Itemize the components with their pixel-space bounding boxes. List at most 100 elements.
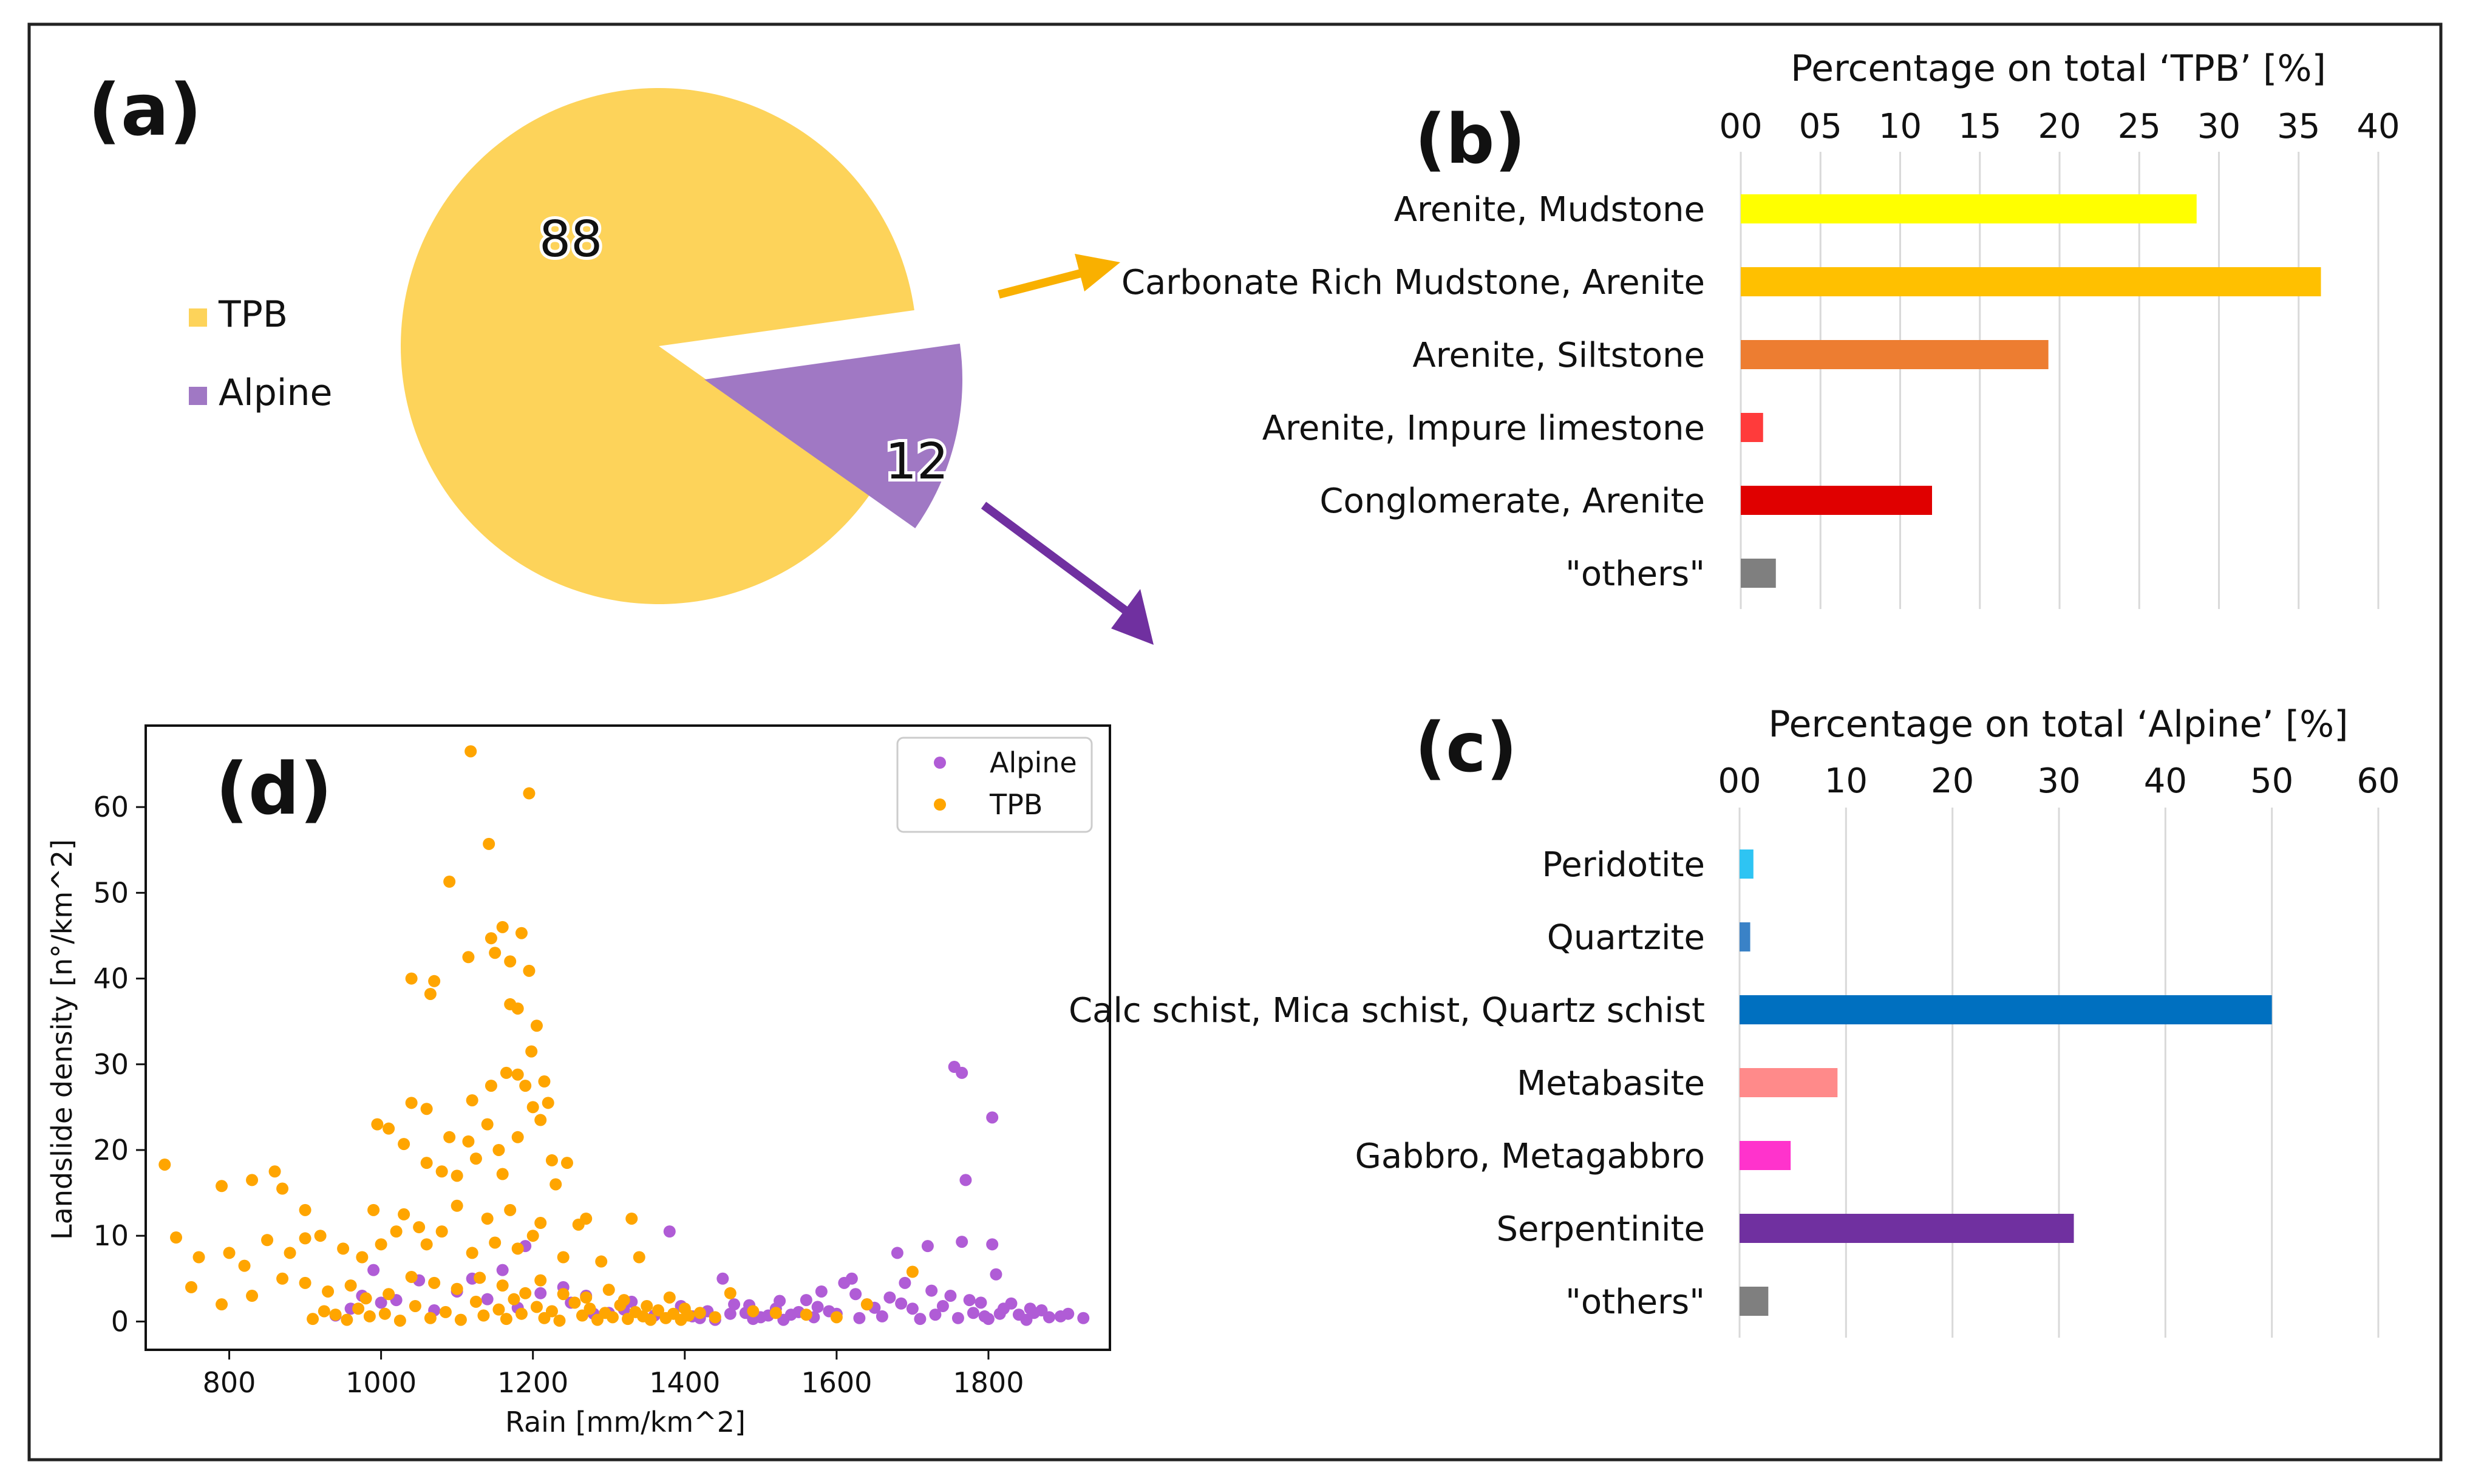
scatter-legend: Alpine TPB xyxy=(896,737,1093,833)
y-tick-label-20: 20 xyxy=(93,1134,129,1166)
point-tpb-48 xyxy=(496,1168,509,1180)
point-alpine-8 xyxy=(891,1247,903,1259)
point-alpine-2 xyxy=(986,1111,999,1124)
point-alpine-88 xyxy=(978,1310,991,1322)
point-tpb-63 xyxy=(223,1247,236,1259)
c-category-quartzite: Quartzite xyxy=(1547,918,1705,958)
b-category-conglomerate-arenite: Conglomerate, Arenite xyxy=(1319,482,1705,521)
point-tpb-122 xyxy=(409,1299,421,1312)
point-alpine-26 xyxy=(975,1296,987,1309)
legend-label-tpb: TPB xyxy=(218,293,288,336)
point-tpb-130 xyxy=(508,1293,520,1305)
point-tpb-93 xyxy=(451,1282,463,1295)
point-tpb-129 xyxy=(500,1313,512,1326)
point-tpb-20 xyxy=(519,1080,532,1092)
point-tpb-18 xyxy=(500,1066,512,1079)
legend-swatch-alpine xyxy=(189,387,207,405)
point-alpine-47 xyxy=(936,1299,949,1312)
b-bar-carbonate-rich-mudstone-arenite xyxy=(1741,267,2321,296)
arrow-to-tpb xyxy=(998,254,1120,299)
point-alpine-4 xyxy=(956,1236,968,1248)
point-tpb-138 xyxy=(583,1302,596,1315)
b-tick-40: 40 xyxy=(2356,107,2400,146)
point-tpb-23 xyxy=(542,1097,554,1109)
point-tpb-31 xyxy=(534,1114,547,1126)
point-tpb-22 xyxy=(485,1080,497,1092)
point-tpb-116 xyxy=(329,1309,342,1321)
b-tick-30: 30 xyxy=(2197,107,2240,146)
point-tpb-91 xyxy=(405,1270,418,1283)
point-alpine-35 xyxy=(724,1307,737,1320)
point-tpb-80 xyxy=(595,1255,608,1268)
point-tpb-35 xyxy=(492,1143,505,1156)
chart-c-bars xyxy=(1740,849,2272,1316)
x-tick-label-800: 800 xyxy=(203,1366,256,1399)
point-tpb-76 xyxy=(489,1236,502,1249)
point-alpine-5 xyxy=(986,1238,999,1251)
point-tpb-71 xyxy=(375,1238,387,1251)
scatter-y-axis-label: Landslide density [n°/km^2] xyxy=(46,839,78,1240)
point-tpb-46 xyxy=(435,1165,448,1178)
point-tpb-11 xyxy=(405,972,418,985)
point-tpb-55 xyxy=(413,1221,426,1234)
chart-b-bars xyxy=(1741,194,2321,588)
y-tick-label-50: 50 xyxy=(93,876,129,909)
y-tick-label-10: 10 xyxy=(93,1219,129,1252)
point-alpine-14 xyxy=(716,1272,729,1285)
point-alpine-62 xyxy=(496,1264,509,1276)
point-alpine-84 xyxy=(811,1301,824,1313)
chart-b-tick-labels: 00 05 10 15 20 25 30 35 40 xyxy=(1719,107,2400,146)
point-alpine-73 xyxy=(481,1293,494,1305)
point-alpine-11 xyxy=(845,1272,858,1285)
point-tpb-127 xyxy=(477,1309,490,1322)
point-tpb-123 xyxy=(424,1312,437,1324)
point-tpb-115 xyxy=(318,1305,330,1318)
point-tpb-135 xyxy=(553,1314,566,1327)
c-category-calc-schist-mica-schist-quartz-schist: Calc schist, Mica schist, Quartz schist xyxy=(1069,991,1705,1030)
b-bar-others xyxy=(1741,559,1776,588)
point-tpb-109 xyxy=(769,1307,782,1319)
point-tpb-16 xyxy=(530,1019,543,1032)
c-category-serpentinite: Serpentinite xyxy=(1497,1210,1706,1249)
point-tpb-27 xyxy=(420,1103,433,1115)
point-tpb-103 xyxy=(663,1291,676,1304)
point-tpb-111 xyxy=(830,1311,843,1324)
point-tpb-73 xyxy=(420,1238,433,1251)
point-tpb-25 xyxy=(466,1094,478,1107)
c-tick-40: 40 xyxy=(2144,761,2187,801)
point-tpb-77 xyxy=(511,1242,524,1255)
scatter-plot-frame xyxy=(145,724,1111,1351)
point-tpb-74 xyxy=(435,1225,448,1238)
point-tpb-147 xyxy=(652,1304,665,1317)
c-category-peridotite: Peridotite xyxy=(1542,845,1705,885)
bar-chart-c: Percentage on total ‘Alpine’ [%] 00 10 20 3… xyxy=(1069,703,2400,1338)
point-tpb-98 xyxy=(557,1288,570,1301)
point-tpb-113 xyxy=(906,1265,919,1278)
point-tpb-10 xyxy=(523,964,536,977)
point-tpb-128 xyxy=(492,1303,505,1316)
point-tpb-6 xyxy=(485,932,497,945)
point-tpb-52 xyxy=(299,1203,311,1216)
panel-label-a: (a) xyxy=(88,68,202,152)
point-tpb-70 xyxy=(356,1251,369,1264)
point-tpb-17 xyxy=(525,1045,538,1058)
point-tpb-86 xyxy=(299,1276,311,1289)
c-category-metabasite: Metabasite xyxy=(1517,1064,1705,1103)
b-bar-conglomerate-arenite xyxy=(1741,486,1932,515)
point-tpb-36 xyxy=(398,1138,410,1151)
point-alpine-12 xyxy=(815,1285,828,1298)
c-tick-50: 50 xyxy=(2250,761,2293,801)
point-tpb-13 xyxy=(424,987,437,1000)
point-alpine-86 xyxy=(895,1297,908,1310)
pie-slice-alpine xyxy=(704,343,962,528)
point-tpb-37 xyxy=(469,1152,482,1165)
point-alpine-89 xyxy=(1024,1302,1036,1315)
point-tpb-79 xyxy=(557,1251,570,1264)
point-tpb-26 xyxy=(526,1101,539,1114)
x-tick-label-1400: 1400 xyxy=(649,1366,720,1399)
point-alpine-6 xyxy=(990,1268,1002,1281)
point-tpb-95 xyxy=(496,1279,509,1292)
b-tick-20: 20 xyxy=(2038,107,2081,146)
legend-label-tpb: TPB xyxy=(989,788,1043,821)
scatter-x-axis-label: Rain [mm/km^2] xyxy=(505,1406,746,1438)
